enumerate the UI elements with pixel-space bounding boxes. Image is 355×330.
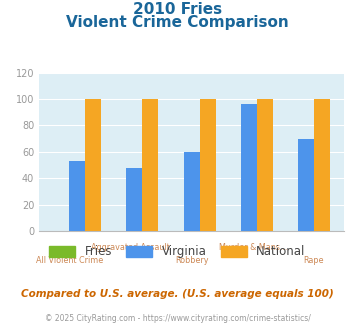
Bar [126,168,142,231]
Text: Violent Crime Comparison: Violent Crime Comparison [66,15,289,30]
Bar [184,152,200,231]
Text: Rape: Rape [304,256,324,265]
Bar [142,99,158,231]
Text: Aggravated Assault: Aggravated Assault [91,243,170,251]
Bar [200,99,216,231]
Bar [298,139,315,231]
Legend: Fries, Virginia, National: Fries, Virginia, National [45,241,310,263]
Bar [69,161,85,231]
Bar [315,99,331,231]
Text: Robbery: Robbery [175,256,208,265]
Bar [241,104,257,231]
Text: Compared to U.S. average. (U.S. average equals 100): Compared to U.S. average. (U.S. average … [21,289,334,299]
Text: All Violent Crime: All Violent Crime [36,256,103,265]
Bar [257,99,273,231]
Text: Murder & Mans...: Murder & Mans... [219,243,287,251]
Text: © 2025 CityRating.com - https://www.cityrating.com/crime-statistics/: © 2025 CityRating.com - https://www.city… [45,314,310,323]
Bar [85,99,101,231]
Text: 2010 Fries: 2010 Fries [133,2,222,16]
